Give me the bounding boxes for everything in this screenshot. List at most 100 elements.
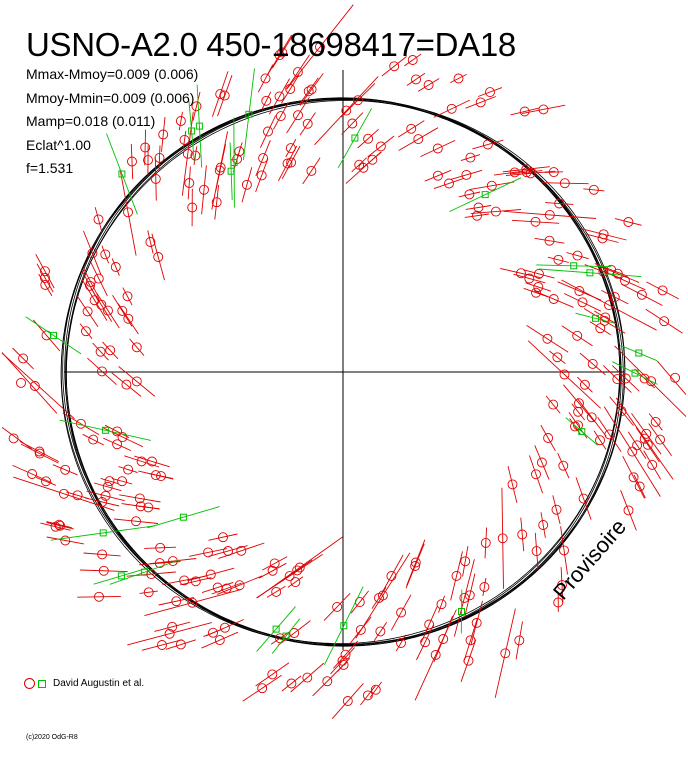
error-bar: [257, 64, 274, 93]
observation-circle: [347, 118, 358, 129]
error-bar: [416, 624, 435, 661]
observation-circle: [559, 369, 570, 380]
error-bar: [255, 662, 290, 687]
observation-circle: [574, 286, 585, 296]
observation-circle: [432, 143, 443, 154]
observation-circle: [302, 672, 313, 683]
error-bar: [262, 556, 288, 571]
error-bar: [302, 157, 321, 185]
error-bar: [648, 413, 663, 431]
observation-circle: [352, 95, 363, 106]
error-bar: [545, 395, 561, 414]
observation-circle: [122, 291, 133, 302]
observation-circle: [632, 440, 643, 451]
observation-circle: [342, 696, 353, 706]
observation-square: [481, 191, 489, 199]
error-bar: [180, 577, 212, 586]
error-bar: [139, 590, 158, 594]
observation-circle: [485, 87, 495, 98]
observation-square: [592, 314, 599, 322]
error-bar: [118, 466, 138, 474]
observation-circle: [531, 546, 542, 557]
observation-square: [578, 428, 586, 436]
observation-circle: [102, 481, 113, 492]
observation-circle: [131, 376, 142, 387]
observation-circle: [187, 597, 198, 608]
observation-circle: [303, 86, 314, 97]
observation-square: [351, 134, 359, 142]
error-bar: [178, 111, 183, 131]
observation-circle: [553, 254, 564, 265]
error-bar: [515, 621, 523, 660]
observation-circle: [275, 111, 286, 122]
error-bar-green: [538, 268, 642, 278]
observation-circle: [87, 248, 98, 259]
error-bar: [560, 526, 568, 575]
observation-circle: [446, 103, 457, 114]
observation-circle: [647, 459, 658, 470]
observation-circle: [156, 471, 166, 482]
error-bar: [465, 96, 496, 109]
error-bar-green: [565, 417, 599, 446]
error-bar: [351, 157, 368, 173]
error-bar: [589, 321, 611, 336]
copyright-text: (c)2020 OdG-R8: [26, 734, 78, 741]
error-bar: [577, 376, 593, 393]
observation-circle: [214, 635, 225, 646]
observation-circle: [552, 352, 563, 363]
error-bar: [323, 592, 351, 621]
error-bar-green: [612, 361, 658, 385]
observation-circle: [542, 333, 553, 344]
error-bar: [66, 491, 89, 500]
error-bar: [464, 213, 490, 218]
observation-circle: [187, 202, 198, 213]
stat-frequency: f=1.531: [26, 160, 74, 176]
legend: David Augustin et al.: [24, 678, 144, 689]
error-bar: [144, 129, 147, 166]
chart-title: USNO-A2.0 450-18698417=DA18: [26, 26, 516, 63]
error-bar: [290, 662, 325, 693]
error-bar: [453, 559, 475, 637]
error-bar: [102, 426, 143, 448]
error-bar: [286, 4, 354, 90]
observation-circle: [16, 377, 26, 388]
error-bar: [255, 140, 271, 177]
error-bar: [520, 517, 525, 552]
error-bar: [557, 453, 570, 479]
error-bar: [1, 352, 58, 414]
observation-circle: [332, 601, 343, 612]
observation-circle: [294, 562, 305, 573]
error-bar: [597, 416, 622, 452]
observation-circle: [558, 460, 569, 471]
error-bar: [540, 512, 546, 538]
error-bar: [256, 554, 323, 599]
observation-circle: [475, 97, 486, 108]
error-bar: [192, 91, 201, 121]
observation-circle: [302, 118, 313, 129]
error-bar: [414, 609, 457, 701]
observation-square: [272, 625, 280, 633]
observation-circle: [81, 326, 91, 337]
observation-circle: [171, 596, 182, 607]
error-bar: [12, 347, 34, 370]
observation-circle: [127, 156, 137, 167]
error-bar: [266, 34, 293, 76]
observation-circle: [277, 47, 288, 58]
observation-circle: [612, 374, 623, 385]
error-bar: [118, 366, 156, 397]
error-bar: [52, 464, 78, 476]
observation-circle: [257, 683, 268, 694]
error-bar: [533, 290, 574, 308]
observation-circle: [54, 519, 65, 530]
observation-circle: [507, 479, 518, 490]
error-bar: [13, 476, 115, 511]
error-bar: [287, 576, 304, 588]
error-bar: [544, 171, 564, 173]
error-bar: [117, 303, 139, 335]
error-bar: [561, 279, 657, 331]
observation-circle: [89, 295, 100, 306]
observation-circle: [509, 167, 520, 178]
error-bar: [86, 490, 125, 502]
observation-circle: [595, 435, 605, 446]
observation-circle: [315, 41, 325, 52]
